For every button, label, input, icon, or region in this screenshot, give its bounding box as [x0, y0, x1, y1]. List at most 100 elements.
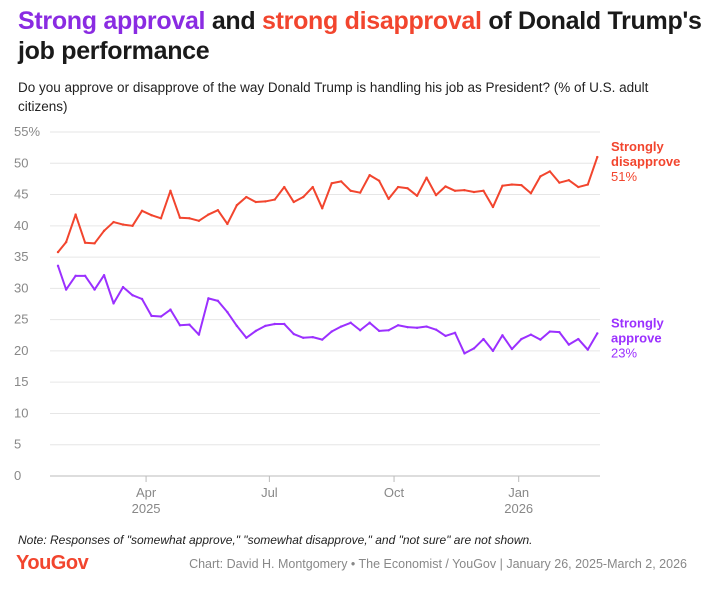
data-point-disapprove [188, 217, 191, 220]
y-tick-label-55: 55% [14, 124, 40, 139]
data-point-disapprove [102, 229, 106, 233]
y-tick-label-40: 40 [14, 218, 28, 233]
data-point-approve [321, 338, 324, 341]
gridlines [50, 131, 600, 477]
data-point-disapprove [254, 200, 258, 204]
data-point-approve [415, 326, 419, 329]
y-tick-label-25: 25 [14, 312, 28, 327]
data-point-approve [368, 321, 371, 324]
data-point-approve [93, 288, 96, 291]
data-point-approve [273, 322, 276, 326]
data-point-disapprove [74, 213, 77, 216]
data-point-disapprove [93, 242, 96, 245]
x-tick-year-2026: 2026 [504, 501, 533, 516]
series-label-approve-line2: approve [611, 330, 662, 345]
data-point-approve [596, 332, 599, 335]
y-tick-label-15: 15 [14, 374, 28, 389]
data-point-disapprove [482, 189, 485, 192]
data-point-approve [501, 334, 504, 337]
data-point-approve [83, 274, 87, 278]
data-point-disapprove [520, 183, 523, 187]
data-point-approve [207, 297, 210, 300]
y-tick-label-20: 20 [14, 343, 28, 358]
data-point-approve [387, 329, 390, 332]
data-point-approve [539, 338, 542, 341]
data-point-disapprove [548, 170, 552, 173]
data-point-approve [169, 308, 172, 311]
data-point-disapprove [358, 191, 362, 194]
data-point-disapprove [415, 194, 419, 197]
series-approve [56, 264, 599, 355]
data-point-approve [264, 324, 267, 328]
series-end-value-disapprove: 51% [611, 169, 637, 184]
y-tick-label-5: 5 [14, 437, 21, 452]
chart-subtitle: Do you approve or disapprove of the way … [18, 80, 649, 114]
y-tick-label-35: 35 [14, 249, 28, 264]
data-point-disapprove [216, 208, 220, 212]
data-point-disapprove [56, 250, 60, 254]
x-tick-label-oct: Oct [384, 485, 405, 500]
data-point-approve [472, 347, 476, 350]
data-point-approve [548, 330, 552, 333]
data-point-approve [349, 321, 352, 324]
data-point-disapprove [349, 189, 352, 192]
data-point-disapprove [510, 183, 514, 186]
data-point-disapprove [434, 193, 438, 197]
data-point-approve [245, 336, 248, 339]
title-disapprove-text: strong disapproval [262, 7, 482, 35]
data-point-disapprove [596, 155, 599, 159]
x-tick-label-jan: Jan [508, 485, 529, 500]
data-point-approve [453, 331, 457, 334]
data-point-approve [226, 310, 229, 314]
data-point-disapprove [406, 187, 409, 190]
data-point-disapprove [377, 179, 381, 182]
data-point-approve [377, 329, 381, 333]
data-point-approve [140, 297, 144, 301]
series-label-disapprove-line2: disapprove [611, 154, 680, 169]
data-point-disapprove [368, 173, 371, 177]
chart-title: Strong approval and strong disapproval o… [18, 6, 708, 66]
data-point-approve [339, 325, 343, 328]
data-point-approve [131, 294, 134, 297]
data-point-approve [311, 335, 314, 339]
data-point-disapprove [472, 190, 476, 194]
data-point-disapprove [387, 197, 390, 201]
data-point-disapprove [529, 192, 533, 195]
data-point-approve [159, 315, 163, 318]
data-point-disapprove [112, 220, 115, 224]
data-point-approve [235, 324, 239, 328]
data-point-disapprove [321, 207, 324, 210]
data-point-approve [216, 299, 220, 303]
data-point-approve [74, 274, 77, 278]
data-point-approve [491, 349, 495, 353]
data-point-disapprove [197, 219, 201, 223]
data-point-disapprove [178, 216, 182, 219]
data-point-approve [510, 347, 514, 351]
data-point-disapprove [226, 222, 229, 226]
data-point-disapprove [463, 188, 466, 192]
y-tick-label-45: 45 [14, 187, 28, 202]
data-point-approve [567, 343, 571, 346]
y-axis-ticks: 0 5 10 15 20 25 30 35 40 45 50 55% [14, 124, 40, 483]
data-point-disapprove [567, 178, 571, 182]
data-point-disapprove [131, 224, 134, 228]
data-point-disapprove [586, 183, 590, 186]
data-point-approve [283, 322, 286, 326]
x-tick-label-jul: Jul [261, 485, 278, 500]
data-point-disapprove [64, 240, 68, 244]
data-point-disapprove [235, 203, 239, 207]
data-point-disapprove [245, 195, 248, 199]
data-point-approve [188, 323, 191, 326]
data-point-approve [406, 325, 409, 329]
data-point-approve [396, 324, 400, 327]
data-point-disapprove [140, 209, 144, 213]
data-point-approve [529, 333, 533, 336]
data-point-disapprove [159, 217, 163, 220]
series-line-approve [57, 264, 599, 355]
data-point-disapprove [539, 175, 542, 178]
data-point-disapprove [558, 181, 561, 184]
data-point-disapprove [453, 189, 457, 192]
data-point-disapprove [292, 200, 295, 204]
